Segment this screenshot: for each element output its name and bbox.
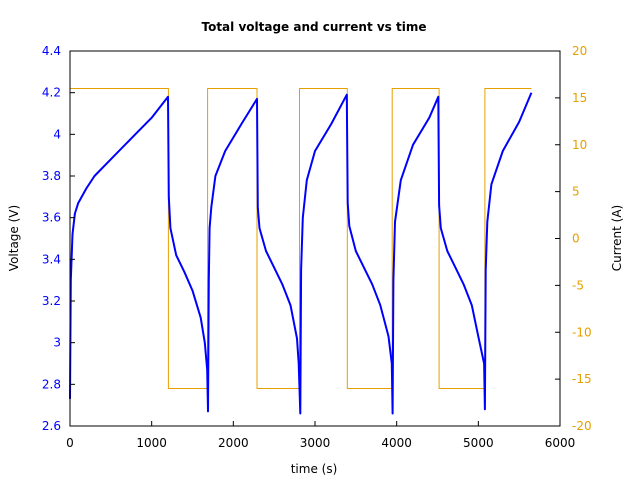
y2-tick-label: -5 — [572, 278, 584, 292]
x-tick-label: 2000 — [218, 436, 249, 450]
y2-tick-label: 20 — [572, 44, 587, 58]
x-tick-label: 5000 — [463, 436, 494, 450]
voltage-line — [69, 92, 533, 415]
left-y-axis: 2.6 2.8 3 3.2 3.4 3.6 3.8 4 4.2 4.4 — [42, 44, 75, 433]
y-tick-label: 4.4 — [42, 44, 61, 58]
y2-tick-label: 5 — [572, 185, 580, 199]
right-y-axis-label: Current (A) — [610, 205, 624, 271]
x-tick-label: 1000 — [136, 436, 167, 450]
chart-title: Total voltage and current vs time — [201, 20, 426, 34]
y-tick-label: 3 — [53, 336, 61, 350]
y-tick-label: 3.2 — [42, 294, 61, 308]
y2-tick-label: 0 — [572, 232, 580, 246]
y-tick-label: 3.8 — [42, 169, 61, 183]
y-tick-label: 4.2 — [42, 86, 61, 100]
x-tick-label: 4000 — [381, 436, 412, 450]
y2-tick-label: -15 — [572, 372, 592, 386]
y2-tick-label: -20 — [572, 419, 592, 433]
x-tick-label: 6000 — [545, 436, 576, 450]
x-axis: 0 1000 2000 3000 4000 5000 6000 — [66, 421, 575, 450]
y-tick-label: 3.4 — [42, 252, 61, 266]
current-line — [70, 88, 532, 389]
x-axis-label: time (s) — [291, 462, 338, 476]
current-series — [70, 88, 532, 389]
y-tick-label: 4 — [53, 127, 61, 141]
voltage-series — [69, 92, 533, 415]
y2-tick-label: 15 — [572, 91, 587, 105]
y-tick-label: 2.6 — [42, 419, 61, 433]
x-tick-label: 0 — [66, 436, 74, 450]
left-y-axis-label: Voltage (V) — [7, 205, 21, 271]
y2-tick-label: 10 — [572, 138, 587, 152]
x-tick-label: 3000 — [300, 436, 331, 450]
right-y-axis: -20 -15 -10 -5 0 5 10 15 20 — [555, 44, 592, 433]
y-tick-label: 2.8 — [42, 377, 61, 391]
y2-tick-label: -10 — [572, 325, 592, 339]
y-tick-label: 3.6 — [42, 211, 61, 225]
